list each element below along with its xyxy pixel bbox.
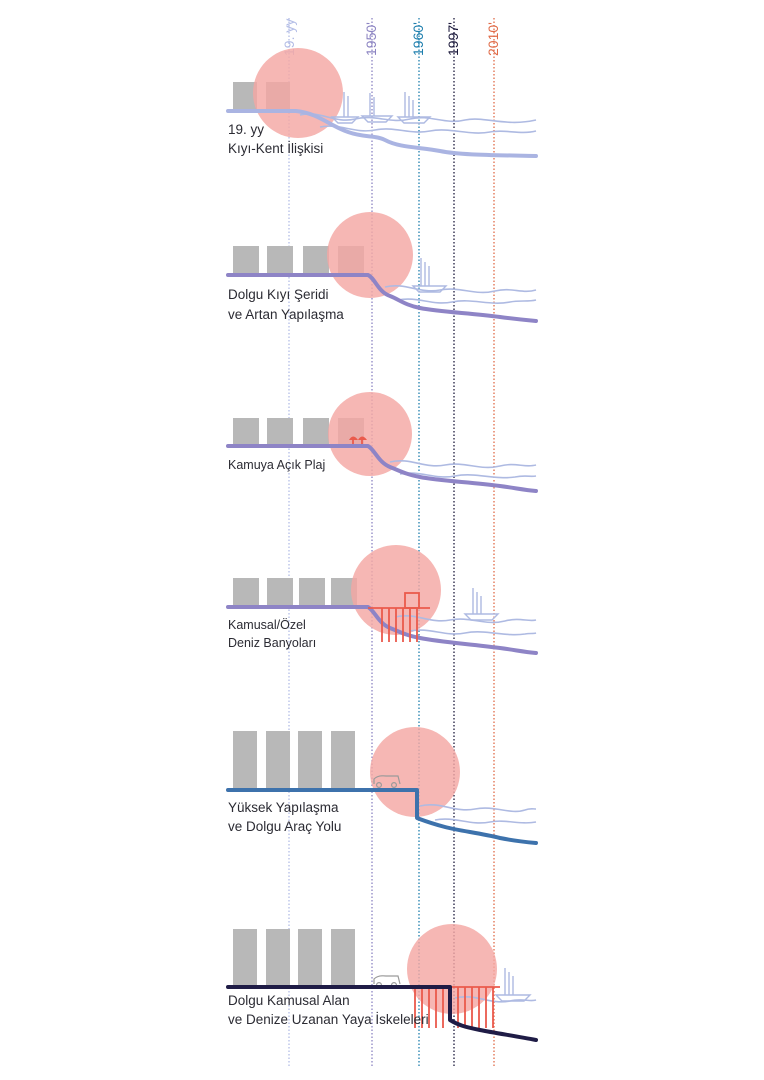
era-label-19yy: 19. yy [281, 19, 297, 56]
building [233, 731, 257, 789]
building [267, 578, 293, 605]
car-icon [373, 775, 401, 788]
water-wave [384, 285, 537, 294]
coastline [226, 605, 538, 655]
building [233, 929, 257, 987]
panel-label-line: Kıyı-Kent İlişkisi [228, 141, 323, 156]
era-label-1950: 1950' [363, 22, 379, 56]
panel-yuksek-yapilasma: Yüksek Yapılaşma ve Dolgu Araç Yolu [226, 727, 538, 845]
highlight-circle [327, 212, 413, 298]
water-wave [389, 460, 537, 469]
panel-label-line: Yüksek Yapılaşma [228, 800, 339, 815]
building [298, 929, 322, 987]
boat-icon [411, 258, 448, 293]
panel-label-line: 19. yy [228, 122, 264, 137]
building [233, 578, 259, 605]
pier-structure [410, 986, 500, 1028]
boat-icon [463, 588, 500, 621]
building [303, 418, 329, 446]
era-label-1960: 1960' [410, 22, 426, 56]
building [267, 246, 293, 274]
panel-label-line: Dolgu Kamusal Alan [228, 993, 350, 1008]
building [299, 578, 325, 605]
building [266, 731, 290, 789]
panel-dolgu-kiyi: Dolgu Kıyı Şeridi ve Artan Yapılaşma [226, 212, 538, 323]
highlight-circle [370, 727, 460, 817]
era-label-2010: 2010' [485, 22, 501, 56]
panel-label-line: Kamuya Açık Plaj [228, 458, 325, 472]
coastline [226, 985, 538, 1042]
panel-label-line: ve Denize Uzanan Yaya İskeleleri [228, 1012, 429, 1027]
panel-deniz-banyolari: Kamusal/Özel Deniz Banyoları [226, 545, 538, 655]
building [267, 418, 293, 446]
building [233, 82, 257, 111]
sea-bath-structure [368, 592, 430, 642]
panel-label-line: Kamusal/Özel [228, 618, 306, 632]
water-wave [299, 113, 537, 124]
coastline [226, 788, 538, 845]
panel-label-line: Dolgu Kıyı Şeridi [228, 287, 329, 302]
building [298, 731, 322, 789]
highlight-circle [328, 392, 412, 476]
building [331, 731, 355, 789]
water-wave [397, 298, 537, 304]
building [233, 418, 259, 446]
water-wave [399, 472, 537, 479]
building [303, 246, 329, 274]
building [331, 929, 355, 987]
building [266, 929, 290, 987]
water-wave [319, 125, 537, 134]
boat-icon [494, 968, 532, 1002]
boat-icon [330, 92, 432, 124]
panel-label-line: ve Dolgu Araç Yolu [228, 819, 341, 834]
panel-label-line: Deniz Banyoları [228, 636, 316, 650]
coastline [226, 109, 538, 158]
water-wave [434, 818, 537, 824]
era-label-1997: 1997' [445, 22, 461, 56]
water-wave [419, 804, 537, 813]
panel-19yy: 19. yy Kıyı-Kent İlişkisi [226, 48, 538, 158]
water-wave [409, 629, 537, 636]
panel-kamuya-acik-plaj: Kamuya Açık Plaj [226, 392, 538, 493]
era-labels: 19. yy 1950' 1960' 1997' 2010' [281, 19, 501, 56]
building [233, 246, 259, 274]
coastline [226, 273, 538, 323]
panel-label-line: ve Artan Yapılaşma [228, 307, 344, 322]
coastline [226, 444, 538, 493]
panel-dolgu-kamusal-alan: Dolgu Kamusal Alan ve Denize Uzanan Yaya… [226, 924, 538, 1042]
era-guides [288, 18, 495, 1068]
water-wave [394, 615, 537, 624]
